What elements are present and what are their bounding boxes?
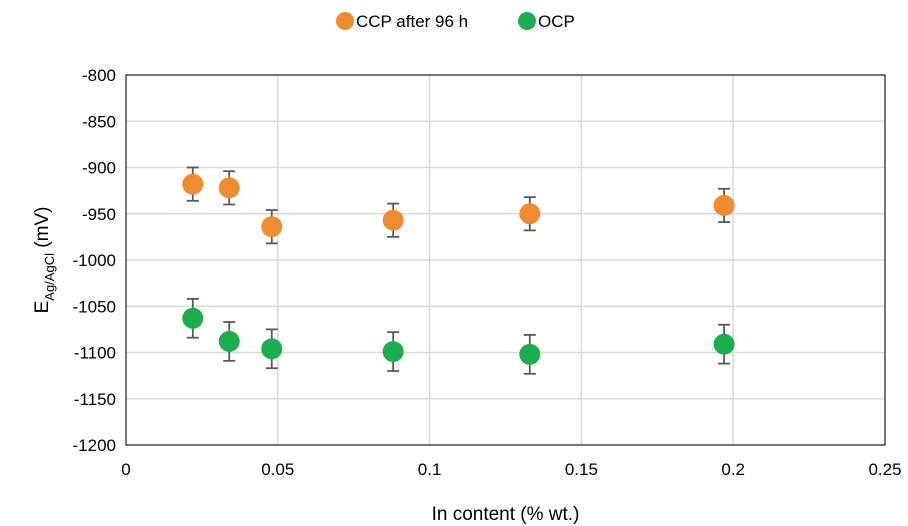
data-point — [218, 177, 240, 199]
y-tick-label: -850 — [82, 112, 116, 131]
data-point — [519, 343, 541, 365]
legend-label-ocp: OCP — [538, 12, 575, 31]
data-point — [261, 216, 283, 238]
legend-marker-ocp — [518, 12, 536, 30]
y-axis-ticks: -800 -850 -900 -950 -1000 -1050 -1100 -1150 -120… — [73, 66, 116, 455]
y-axis-title-main: E — [32, 301, 53, 314]
y-tick-label: -950 — [82, 205, 116, 224]
y-axis-title-unit: (mV) — [32, 207, 53, 253]
series-1 — [182, 297, 735, 375]
y-tick-label: -1200 — [73, 436, 116, 455]
data-point — [218, 330, 240, 352]
x-axis-ticks: 0 0.05 0.1 0.15 0.2 0.25 — [121, 460, 901, 479]
legend-label-ccp: CCP after 96 h — [356, 12, 468, 31]
data-point — [713, 333, 735, 355]
x-tick-label: 0.1 — [418, 460, 442, 479]
x-tick-label: 0.25 — [868, 460, 901, 479]
y-axis-title: EAg/AgCl (mV) — [32, 207, 57, 314]
data-point — [382, 341, 404, 363]
plot-area — [125, 74, 886, 446]
x-tick-label: 0.05 — [261, 460, 294, 479]
data-point — [261, 338, 283, 360]
data-point — [182, 307, 204, 329]
x-tick-label: 0 — [121, 460, 130, 479]
data-point — [382, 209, 404, 231]
data-marks — [182, 166, 735, 375]
y-tick-label: -1000 — [73, 251, 116, 270]
y-tick-label: -1100 — [74, 344, 116, 363]
y-tick-label: -1150 — [74, 390, 116, 409]
data-point — [713, 194, 735, 216]
x-tick-label: 0.2 — [721, 460, 745, 479]
legend-marker-ccp — [336, 12, 354, 30]
y-axis-title-subscript: Ag/AgCl — [42, 253, 57, 301]
data-point — [519, 203, 541, 225]
series-0 — [182, 166, 735, 245]
legend: CCP after 96 h OCP — [336, 12, 575, 31]
x-axis-title: In content (% wt.) — [432, 504, 580, 525]
data-point — [182, 173, 204, 195]
x-tick-label: 0.15 — [565, 460, 598, 479]
y-tick-label: -800 — [82, 66, 116, 85]
gridlines — [125, 74, 886, 446]
y-tick-label: -1050 — [73, 297, 116, 316]
y-tick-label: -900 — [82, 159, 116, 178]
